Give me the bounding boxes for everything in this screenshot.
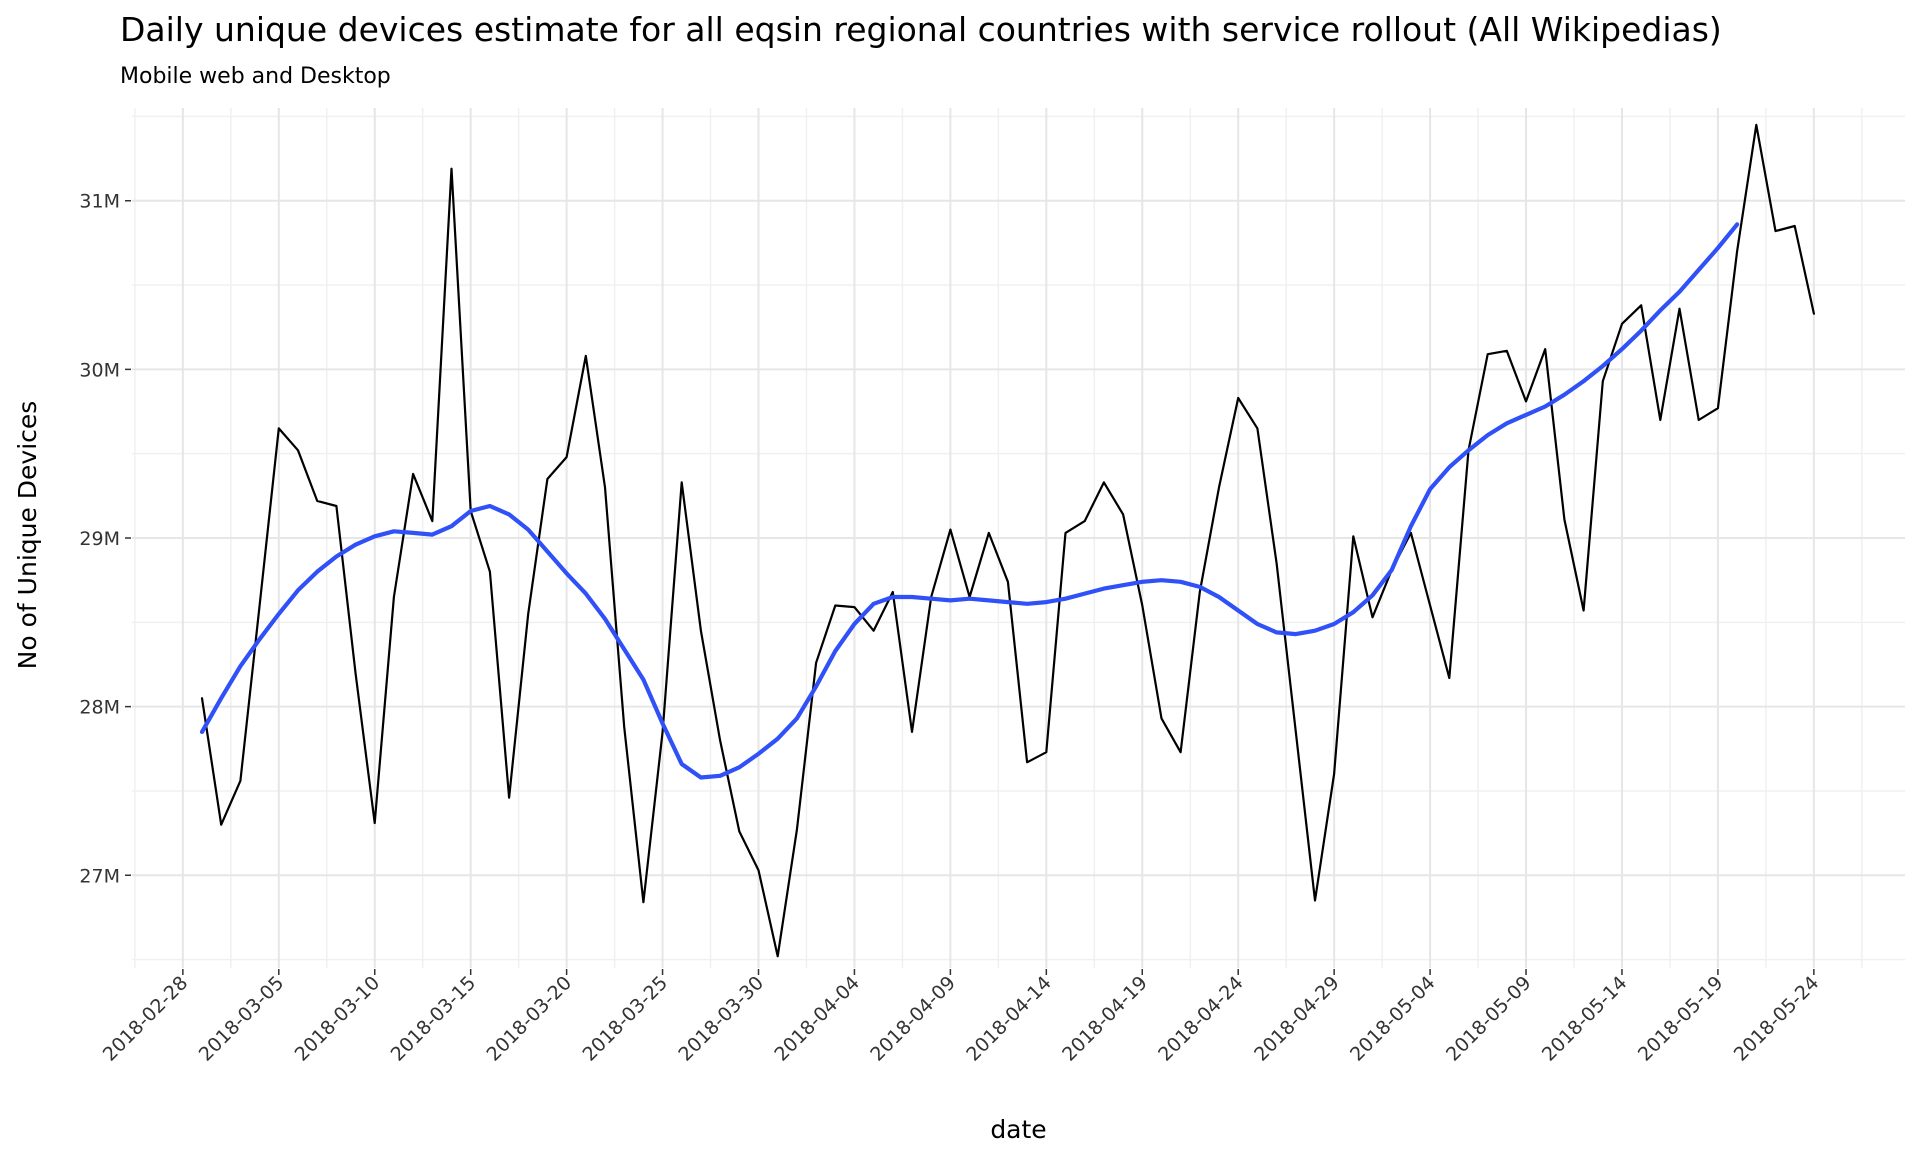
x-tick-label: 2018-02-28 [99,972,193,1066]
x-tick-label: 2018-04-04 [770,972,864,1066]
x-tick-label: 2018-04-19 [1058,972,1152,1066]
daily-devices-line [200,123,1816,958]
x-tick-label: 2018-03-15 [387,972,481,1066]
x-tick-label: 2018-05-09 [1442,972,1536,1066]
y-tick-label: 29M [79,528,120,550]
x-tick-label: 2018-04-24 [1154,972,1248,1066]
x-tick-label: 2018-04-29 [1250,972,1344,1066]
y-tick-label: 31M [79,191,120,213]
x-tick-label: 2018-05-24 [1730,972,1824,1066]
x-tick-label: 2018-03-05 [195,972,289,1066]
y-tick-label: 28M [79,697,120,719]
y-axis-title: No of Unique Devices [13,401,42,670]
x-tick-label: 2018-04-14 [962,972,1056,1066]
major-gridlines [132,108,1905,968]
x-tick-label: 2018-03-25 [578,972,672,1066]
smoothed-trend-line [199,222,1740,780]
y-tick-label: 30M [79,359,120,381]
x-tick-label: 2018-03-20 [483,972,577,1066]
x-tick-label: 2018-03-10 [291,972,385,1066]
series-lines [199,123,1816,958]
x-tick-label: 2018-05-04 [1346,972,1440,1066]
axis-ticks [125,199,1815,975]
chart-title: Daily unique devices estimate for all eq… [120,10,1722,49]
x-tick-label: 2018-04-09 [866,972,960,1066]
y-tick-label: 27M [79,865,120,887]
x-tick-label: 2018-03-30 [674,972,768,1066]
x-tick-label: 2018-05-14 [1538,972,1632,1066]
x-axis-title: date [990,1115,1046,1144]
x-tick-label: 2018-05-19 [1634,972,1728,1066]
chart-subtitle: Mobile web and Desktop [120,64,391,89]
